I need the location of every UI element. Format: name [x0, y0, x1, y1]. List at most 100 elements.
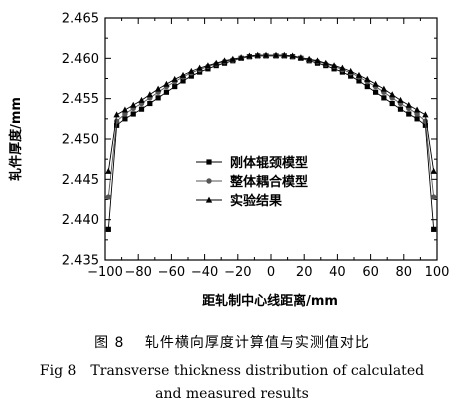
data-point — [122, 116, 128, 122]
data-point — [146, 91, 154, 98]
series-line — [107, 54, 435, 172]
data-point — [204, 62, 212, 69]
legend-marker — [206, 159, 212, 165]
data-point — [113, 118, 120, 124]
data-point — [405, 101, 412, 108]
y-tick-label: 2.445 — [62, 173, 99, 188]
data-point — [381, 95, 387, 101]
data-point — [372, 80, 379, 87]
y-tick-label: 2.435 — [62, 254, 99, 269]
data-point — [397, 96, 404, 103]
legend-marker — [205, 196, 213, 203]
data-point — [130, 111, 136, 117]
data-point — [188, 67, 195, 74]
data-point — [414, 111, 420, 117]
x-tick-label: −60 — [158, 265, 185, 280]
data-point — [221, 57, 228, 64]
data-point — [113, 111, 120, 118]
data-point — [364, 75, 371, 82]
data-point — [430, 167, 437, 174]
x-tick-label: −20 — [224, 265, 251, 280]
data-point — [372, 89, 379, 95]
data-point — [121, 106, 129, 113]
data-point — [105, 226, 111, 232]
data-point — [272, 51, 280, 58]
data-point — [414, 116, 420, 122]
y-tick-label: 2.440 — [62, 213, 99, 228]
data-point — [213, 59, 220, 66]
x-tick-label: 0 — [267, 265, 275, 280]
x-tick-label: 100 — [425, 265, 450, 280]
data-point — [339, 64, 346, 71]
data-point — [179, 71, 187, 78]
x-tick-label: 80 — [396, 265, 413, 280]
y-axis-title: 轧件厚度/mm — [8, 97, 24, 181]
data-point — [281, 51, 288, 58]
data-point — [105, 194, 112, 200]
series-experimental — [105, 51, 437, 174]
y-tick-label: 2.450 — [62, 133, 99, 148]
data-point — [430, 194, 437, 200]
data-point — [355, 71, 363, 78]
data-point — [314, 57, 321, 64]
data-point — [196, 64, 203, 71]
data-point — [322, 59, 329, 66]
data-point — [254, 51, 261, 58]
figure-caption-english-line2: and measured results — [155, 386, 309, 402]
data-point — [297, 54, 305, 61]
data-point — [246, 52, 253, 59]
plot-frame — [104, 17, 438, 261]
legend-label: 刚体辊颈模型 — [230, 155, 308, 171]
data-point — [406, 111, 412, 117]
legend-label: 整体耦合模型 — [229, 174, 308, 190]
x-tick-label: −40 — [191, 265, 218, 280]
legend-marker — [206, 178, 212, 184]
data-point — [389, 100, 395, 107]
data-point — [163, 80, 170, 87]
x-tick-label: 60 — [362, 265, 379, 280]
data-point — [229, 55, 237, 62]
x-axis-title: 距轧制中心线距离/mm — [202, 293, 338, 309]
data-point — [347, 67, 354, 74]
x-tick-label: −80 — [124, 265, 151, 280]
data-point — [305, 55, 313, 62]
data-point — [188, 73, 194, 79]
data-point — [172, 83, 178, 90]
series-layer — [105, 51, 437, 232]
legend-label: 实验结果 — [230, 193, 282, 209]
data-point — [289, 52, 296, 59]
data-point — [171, 75, 178, 82]
x-axis-ticks: −100 −80 −60 −40 −20 0 20 40 60 80 100 — [87, 18, 449, 280]
series-line — [107, 55, 435, 198]
y-tick-label: 2.465 — [62, 12, 99, 27]
data-point — [380, 85, 388, 92]
y-tick-label: 2.455 — [62, 92, 99, 107]
data-point — [237, 54, 245, 61]
data-point — [163, 89, 170, 95]
figure-caption-chinese: 图 8 轧件横向厚度计算值与实测值对比 — [94, 335, 370, 351]
data-point — [138, 96, 145, 103]
data-point — [155, 95, 161, 101]
data-point — [147, 100, 153, 107]
data-point — [262, 51, 270, 58]
chart: −100 −80 −60 −40 −20 0 20 40 60 80 100 2.435 2.440 2… — [8, 12, 449, 310]
data-point — [397, 106, 404, 112]
data-point — [330, 62, 338, 69]
data-point — [422, 111, 429, 118]
x-tick-label: 40 — [329, 265, 346, 280]
figure-caption-english-line1: Fig 8 Transverse thickness distribution … — [39, 363, 425, 379]
data-point — [413, 106, 421, 113]
data-point — [180, 78, 186, 84]
data-point — [154, 85, 162, 92]
data-point — [388, 91, 396, 98]
data-point — [122, 111, 128, 117]
x-tick-label: −100 — [87, 265, 123, 280]
x-tick-label: 20 — [296, 265, 313, 280]
y-axis-ticks: 2.435 2.440 2.445 2.450 2.455 2.460 2.465 — [62, 12, 437, 269]
data-point — [130, 101, 137, 108]
data-point — [364, 83, 370, 90]
data-point — [356, 78, 362, 84]
data-point — [422, 118, 429, 124]
data-point — [431, 226, 437, 232]
